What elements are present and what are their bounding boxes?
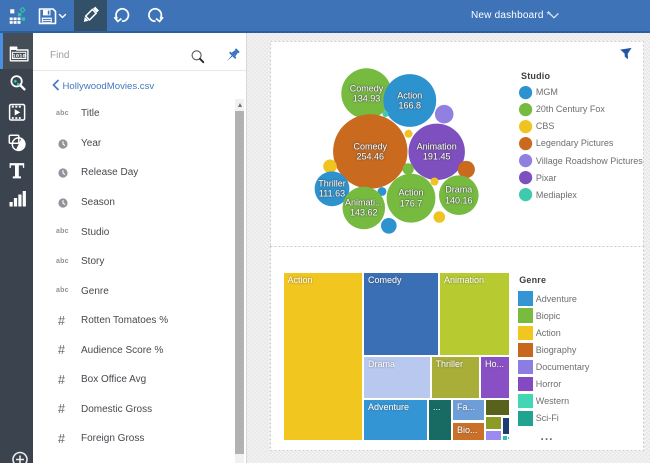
svg-text:1010: 1010 (12, 53, 26, 60)
